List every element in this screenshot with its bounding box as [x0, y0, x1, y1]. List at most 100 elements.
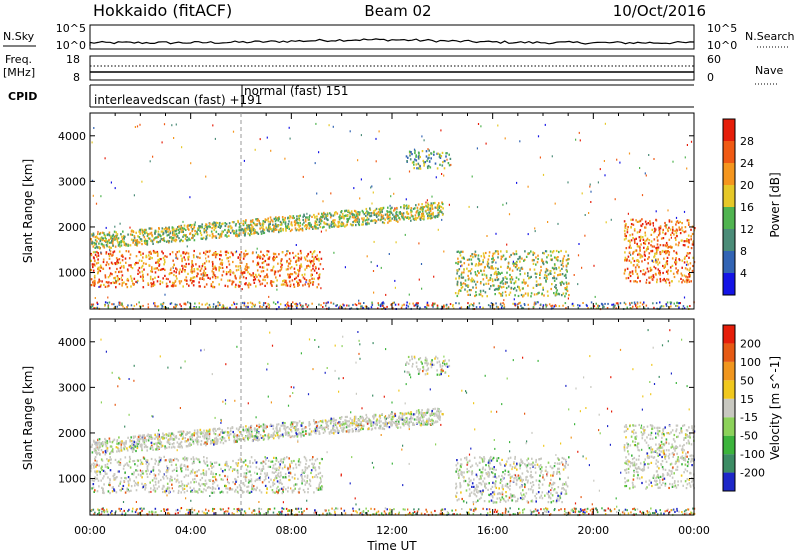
echo-cell — [407, 212, 410, 215]
echo-cell — [151, 240, 154, 243]
echo-cell — [175, 253, 177, 256]
echo-cell — [232, 254, 234, 257]
echo-cell — [289, 267, 292, 270]
echo-cell — [289, 259, 292, 262]
echo-cell — [436, 413, 438, 416]
echo-cell — [174, 477, 176, 480]
echo-cell — [597, 304, 599, 307]
echo-cell — [210, 285, 213, 288]
echo-cell — [289, 467, 291, 470]
echo-cell — [547, 294, 549, 297]
echo-cell — [422, 217, 424, 220]
echo-cell — [308, 223, 310, 226]
echo-cell — [121, 235, 123, 238]
nsky-strip — [89, 24, 695, 50]
echo-cell — [278, 253, 280, 256]
echo-cell — [379, 208, 381, 211]
echo-cell — [354, 303, 357, 306]
echo-cell — [146, 460, 148, 464]
echo-cell — [639, 256, 642, 259]
echo-cell — [328, 225, 331, 228]
echo-cell — [161, 304, 163, 307]
echo-cell — [96, 236, 99, 240]
echo-cell — [104, 304, 106, 307]
echo-cell — [554, 285, 556, 288]
echo-cell — [381, 209, 383, 212]
echo-cell — [288, 457, 290, 460]
echo-cell — [504, 290, 507, 294]
echo-cell — [199, 252, 201, 255]
echo-cell — [155, 236, 157, 239]
echo-cell — [460, 276, 463, 279]
echo-cell — [183, 302, 185, 305]
echo-cell — [183, 475, 186, 479]
echo-cell — [495, 302, 497, 305]
echo-cell — [280, 481, 282, 484]
echo-cell — [313, 257, 315, 260]
echo-cell — [655, 252, 658, 255]
echo-cell — [195, 457, 198, 460]
echo-cell — [100, 251, 102, 254]
echo-cell — [410, 214, 413, 217]
echo-cell — [308, 465, 310, 468]
echo-cell — [505, 294, 507, 297]
echo-cell — [426, 165, 429, 168]
echo-cell — [186, 465, 189, 468]
echo-cell — [477, 264, 480, 267]
echo-cell — [472, 278, 475, 281]
echo-cell — [648, 256, 650, 259]
echo-cell — [422, 206, 424, 209]
echo-cell — [306, 216, 308, 219]
echo-cell — [513, 298, 515, 301]
echo-cell — [464, 288, 466, 291]
echo-cell — [261, 481, 264, 484]
echo-cell — [347, 209, 350, 212]
echo-cell — [113, 250, 116, 253]
echo-cell — [654, 230, 656, 233]
echo-cell — [687, 245, 690, 249]
echo-cell — [439, 418, 441, 421]
echo-cell — [147, 237, 150, 240]
echo-cell — [409, 154, 411, 157]
echo-cell — [332, 302, 335, 305]
echo-cell — [658, 230, 661, 233]
echo-cell — [308, 222, 310, 225]
echo-cell — [103, 283, 105, 286]
echo-cell — [394, 303, 397, 306]
echo-cell — [271, 280, 273, 283]
echo-cell — [104, 437, 106, 441]
echo-cell — [490, 302, 493, 305]
echo-cell — [141, 228, 143, 231]
echo-cell — [151, 257, 153, 260]
echo-cell — [217, 225, 220, 228]
echo-cell — [304, 283, 306, 286]
echo-cell — [644, 226, 647, 229]
echo-cell — [236, 436, 238, 439]
echo-cell — [136, 240, 139, 244]
echo-cell — [668, 281, 671, 284]
echo-cell — [134, 243, 136, 246]
echo-cell — [674, 236, 677, 240]
echo-cell — [650, 240, 653, 243]
echo-cell — [199, 478, 202, 482]
echo-cell — [617, 304, 620, 307]
echo-cell — [500, 258, 503, 261]
echo-cell — [641, 260, 643, 263]
echo-cell — [228, 488, 231, 491]
y-tick-label: 4000 — [58, 130, 86, 143]
echo-cell — [682, 279, 684, 282]
echo-cell — [214, 253, 216, 256]
echo-cell — [597, 181, 599, 184]
echo-cell — [113, 277, 115, 280]
echo-cell — [399, 218, 401, 221]
echo-cell — [269, 282, 272, 285]
echo-cell — [132, 239, 135, 242]
echo-cell — [594, 295, 596, 298]
echo-cell — [111, 239, 113, 242]
echo-cell — [423, 218, 425, 221]
echo-cell — [233, 230, 235, 233]
echo-cell — [349, 212, 351, 215]
echo-cell — [397, 303, 400, 306]
echo-cell — [279, 463, 281, 466]
echo-cell — [515, 265, 518, 268]
